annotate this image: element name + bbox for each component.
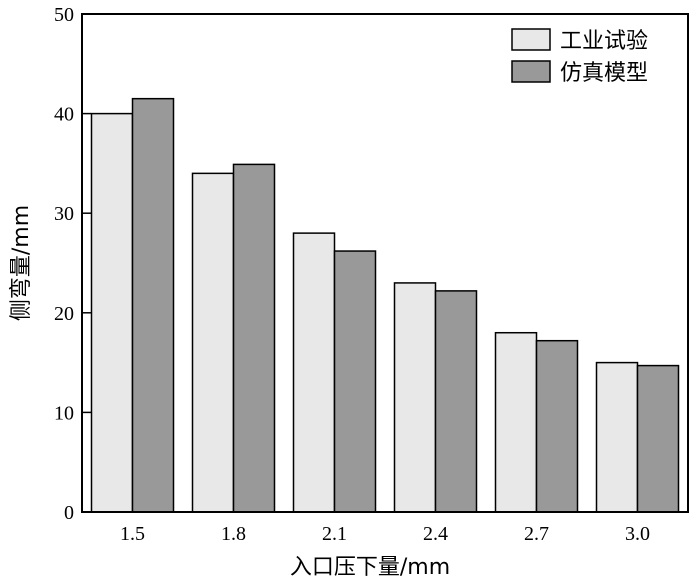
x-tick-label: 2.4: [423, 523, 448, 545]
bar-simulation-model-2.4: [434, 290, 478, 513]
x-tick-label: 1.8: [221, 523, 246, 545]
x-tick-label: 3.0: [625, 523, 650, 545]
bar-simulation-model-1.8: [232, 163, 276, 513]
bar-simulation-model-2.7: [535, 339, 579, 513]
legend-label-industrial-test: 工业试验: [560, 29, 648, 54]
y-tick-label: 20: [54, 303, 74, 325]
legend-label-simulation-model: 仿真模型: [560, 61, 648, 86]
bar-industrial-test-2.7: [494, 331, 538, 513]
legend-swatch-simulation-model: [511, 60, 551, 83]
bar-simulation-model-2.1: [333, 250, 377, 513]
legend-swatch-industrial-test: [511, 28, 551, 51]
legend: 工业试验 仿真模型: [511, 28, 648, 86]
y-axis-label: 侧弯量/mm: [9, 205, 34, 321]
bar-simulation-model-1.5: [131, 97, 175, 513]
bar-simulation-model-3.0: [636, 364, 680, 513]
bar-industrial-test-1.8: [191, 172, 235, 513]
y-tick-label: 30: [54, 203, 74, 225]
x-tick-label: 1.5: [120, 523, 145, 545]
bar-industrial-test-2.1: [292, 232, 336, 513]
y-axis: 0 10 20 30 40 50: [54, 4, 91, 524]
bar-industrial-test-1.5: [90, 112, 134, 513]
y-tick-label: 10: [54, 402, 74, 424]
x-tick-label: 2.7: [524, 523, 549, 545]
y-tick-label: 0: [64, 502, 74, 524]
y-tick-label: 50: [54, 4, 74, 26]
y-tick-label: 40: [54, 104, 74, 126]
bars-layer: [90, 97, 680, 513]
bar-industrial-test-2.4: [393, 282, 437, 513]
x-tick-label: 2.1: [322, 523, 347, 545]
plot-frame: [81, 13, 689, 513]
x-axis: 1.5 1.8 2.1 2.4 2.7 3.0: [120, 523, 650, 545]
bar-industrial-test-3.0: [595, 361, 639, 513]
x-axis-label: 入口压下量/mm: [290, 555, 450, 579]
